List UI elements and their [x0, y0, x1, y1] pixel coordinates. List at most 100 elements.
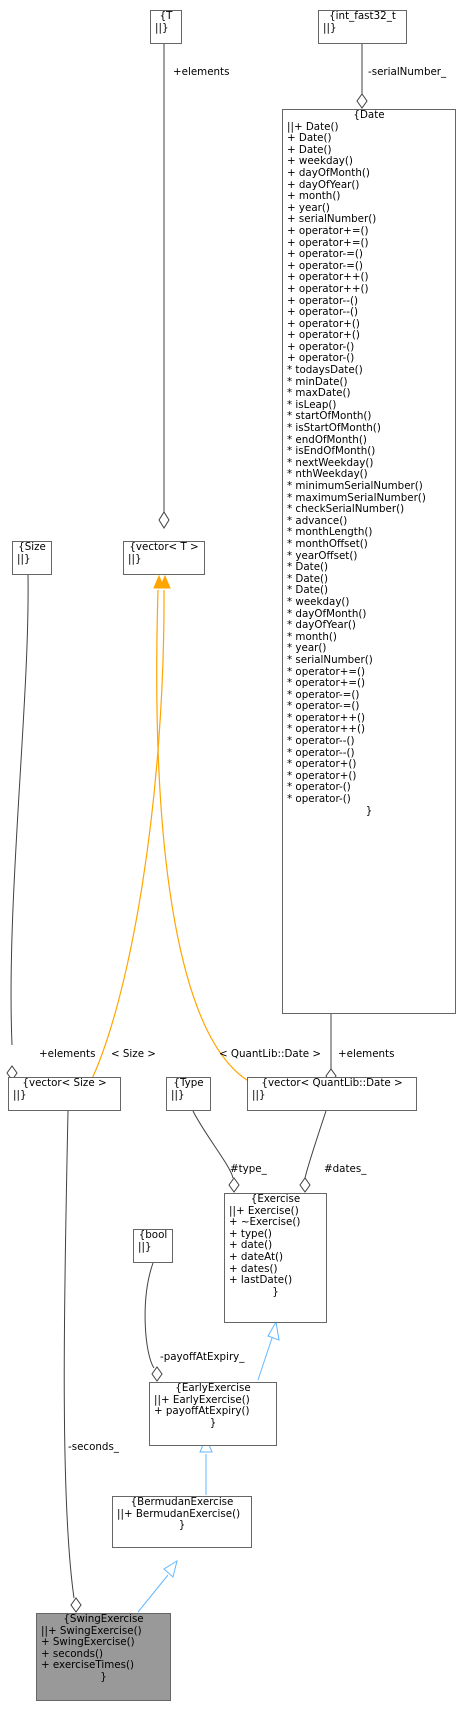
member-item: * startOfMonth(): [287, 410, 372, 423]
class-node-bool[interactable]: {bool ||}: [133, 1229, 173, 1263]
member-item: + exerciseTimes(): [41, 1659, 134, 1672]
node-separator: ||}: [13, 1088, 27, 1101]
member-item: * operator-=(): [287, 688, 360, 701]
diamond-date: [356, 93, 368, 109]
node-separator: ||}: [138, 1240, 152, 1253]
member-item: + weekday(): [287, 155, 353, 168]
node-title: {Date: [353, 109, 385, 121]
member-item: * endOfMonth(): [287, 433, 367, 446]
node-title: {Type: [173, 1077, 204, 1089]
member-item: + operator--(): [287, 306, 358, 319]
member-item: + operator-(): [287, 352, 355, 365]
node-separator: ||}: [323, 21, 337, 34]
node-separator: ||}: [128, 552, 142, 565]
member-item: * dayOfMonth(): [287, 607, 367, 620]
node-separator: ||+ Date(): [287, 120, 339, 133]
diamond-vectorSize: [6, 1065, 18, 1081]
node-title: {Exercise: [250, 1193, 301, 1205]
label-elements-T: +elements: [173, 66, 230, 78]
class-node-vector-size[interactable]: {vector< Size > ||}: [8, 1077, 121, 1111]
class-node-swing-exercise[interactable]: {SwingExercise ||+ SwingExercise() + Swi…: [36, 1613, 171, 1701]
member-item: + month(): [287, 190, 341, 203]
node-separator: ||}: [171, 1088, 185, 1101]
label-serialNumber: -serialNumber_: [368, 66, 447, 78]
node-title: {BermudanExercise: [130, 1496, 234, 1508]
arrowhead-template-2: [159, 574, 171, 589]
edge-elements-size: [10, 574, 29, 1046]
member-item: + operator-=(): [287, 259, 363, 272]
node-close: }: [178, 1519, 186, 1532]
member-item: * year(): [287, 642, 327, 655]
edge-dates: [304, 1110, 327, 1179]
node-title: {vector< Size >: [22, 1077, 107, 1089]
node-title: {T: [159, 10, 173, 22]
member-item: + operator-=(): [287, 248, 363, 261]
label-elements-date: +elements: [338, 1048, 395, 1060]
class-node-size[interactable]: {Size ||}: [12, 541, 52, 575]
diamond-swingexercise: [70, 1597, 82, 1613]
node-separator: ||+ SwingExercise(): [41, 1624, 142, 1637]
node-title: {SwingExercise: [63, 1613, 144, 1625]
member-item: + operator--(): [287, 294, 358, 307]
member-item: + operator++(): [287, 271, 369, 284]
node-title: {Size: [18, 541, 46, 553]
member-item: + ~Exercise(): [229, 1216, 301, 1229]
member-item: * operator+(): [287, 769, 357, 782]
node-close: }: [100, 1670, 107, 1683]
class-node-date[interactable]: {Date ||+ Date() + Date() + Date() + weekd…: [282, 109, 456, 1014]
member-item: * todaysDate(): [287, 364, 363, 377]
member-item: * operator-=(): [287, 700, 360, 713]
class-node-vector-date[interactable]: {vector< QuantLib::Date > ||}: [247, 1077, 417, 1111]
member-item: + lastDate(): [229, 1274, 293, 1287]
member-item: * Date(): [287, 584, 329, 597]
node-close: }: [272, 1285, 279, 1298]
class-node-exercise[interactable]: {Exercise ||+ Exercise() + ~Exercise() + …: [224, 1193, 327, 1323]
member-item: + payoffAtExpiry(): [154, 1405, 250, 1418]
edge-type: [192, 1110, 234, 1179]
member-item: * checkSerialNumber(): [287, 503, 405, 516]
member-item: + dateAt(): [229, 1250, 284, 1263]
member-item: + operator+(): [287, 317, 360, 330]
member-item: + dayOfYear(): [287, 178, 360, 191]
member-item: + dayOfMonth(): [287, 166, 370, 179]
class-node-vector-T[interactable]: {vector< T > ||}: [123, 541, 205, 575]
member-item: + SwingExercise(): [41, 1636, 135, 1649]
node-title: {int_fast32_t: [329, 10, 396, 22]
member-item: * maximumSerialNumber(): [287, 491, 426, 504]
member-item: * operator--(): [287, 746, 355, 759]
edge-template-date: [156, 589, 251, 1083]
member-item: * isLeap(): [287, 398, 337, 411]
label-type: #type_: [230, 1163, 267, 1175]
edge-template-size: [89, 589, 165, 1084]
member-item: * monthOffset(): [287, 537, 368, 550]
class-node-early-exercise[interactable]: {EarlyExercise ||+ EarlyExercise() + pay…: [149, 1382, 277, 1446]
triangle-exercise: [267, 1320, 280, 1341]
class-node-T[interactable]: {T ||}: [150, 10, 182, 44]
member-item: * serialNumber(): [287, 653, 373, 666]
member-item: * operator+(): [287, 758, 357, 771]
member-item: + Date(): [287, 143, 332, 156]
member-item: + type(): [229, 1227, 272, 1240]
member-item: + operator-(): [287, 340, 355, 353]
member-item: * Date(): [287, 561, 329, 574]
triangle-bermudan: [163, 1559, 178, 1578]
member-item: * dayOfYear(): [287, 619, 356, 632]
member-item: + operator+(): [287, 329, 360, 342]
label-payoff: -payoffAtExpiry_: [160, 1351, 245, 1363]
member-item: * operator++(): [287, 723, 365, 736]
member-item: + operator++(): [287, 282, 369, 295]
edge-inherit-early: [257, 1337, 273, 1381]
member-item: * operator+=(): [287, 665, 365, 678]
node-title: {bool: [138, 1229, 168, 1241]
class-node-bermudan-exercise[interactable]: {BermudanExercise ||+ BermudanExercise()…: [112, 1496, 252, 1548]
member-item: + year(): [287, 201, 330, 214]
edge-inherit-swing: [137, 1574, 169, 1613]
class-node-int-fast32[interactable]: {int_fast32_t ||}: [318, 10, 407, 44]
member-list: + ~Exercise() + type() + date() + dateAt() +…: [225, 1217, 326, 1287]
class-node-type[interactable]: {Type ||}: [166, 1077, 211, 1111]
member-item: * operator-(): [287, 793, 351, 806]
member-item: + Date(): [287, 132, 332, 145]
node-title: {EarlyExercise: [175, 1382, 251, 1394]
member-item: * minDate(): [287, 375, 348, 388]
